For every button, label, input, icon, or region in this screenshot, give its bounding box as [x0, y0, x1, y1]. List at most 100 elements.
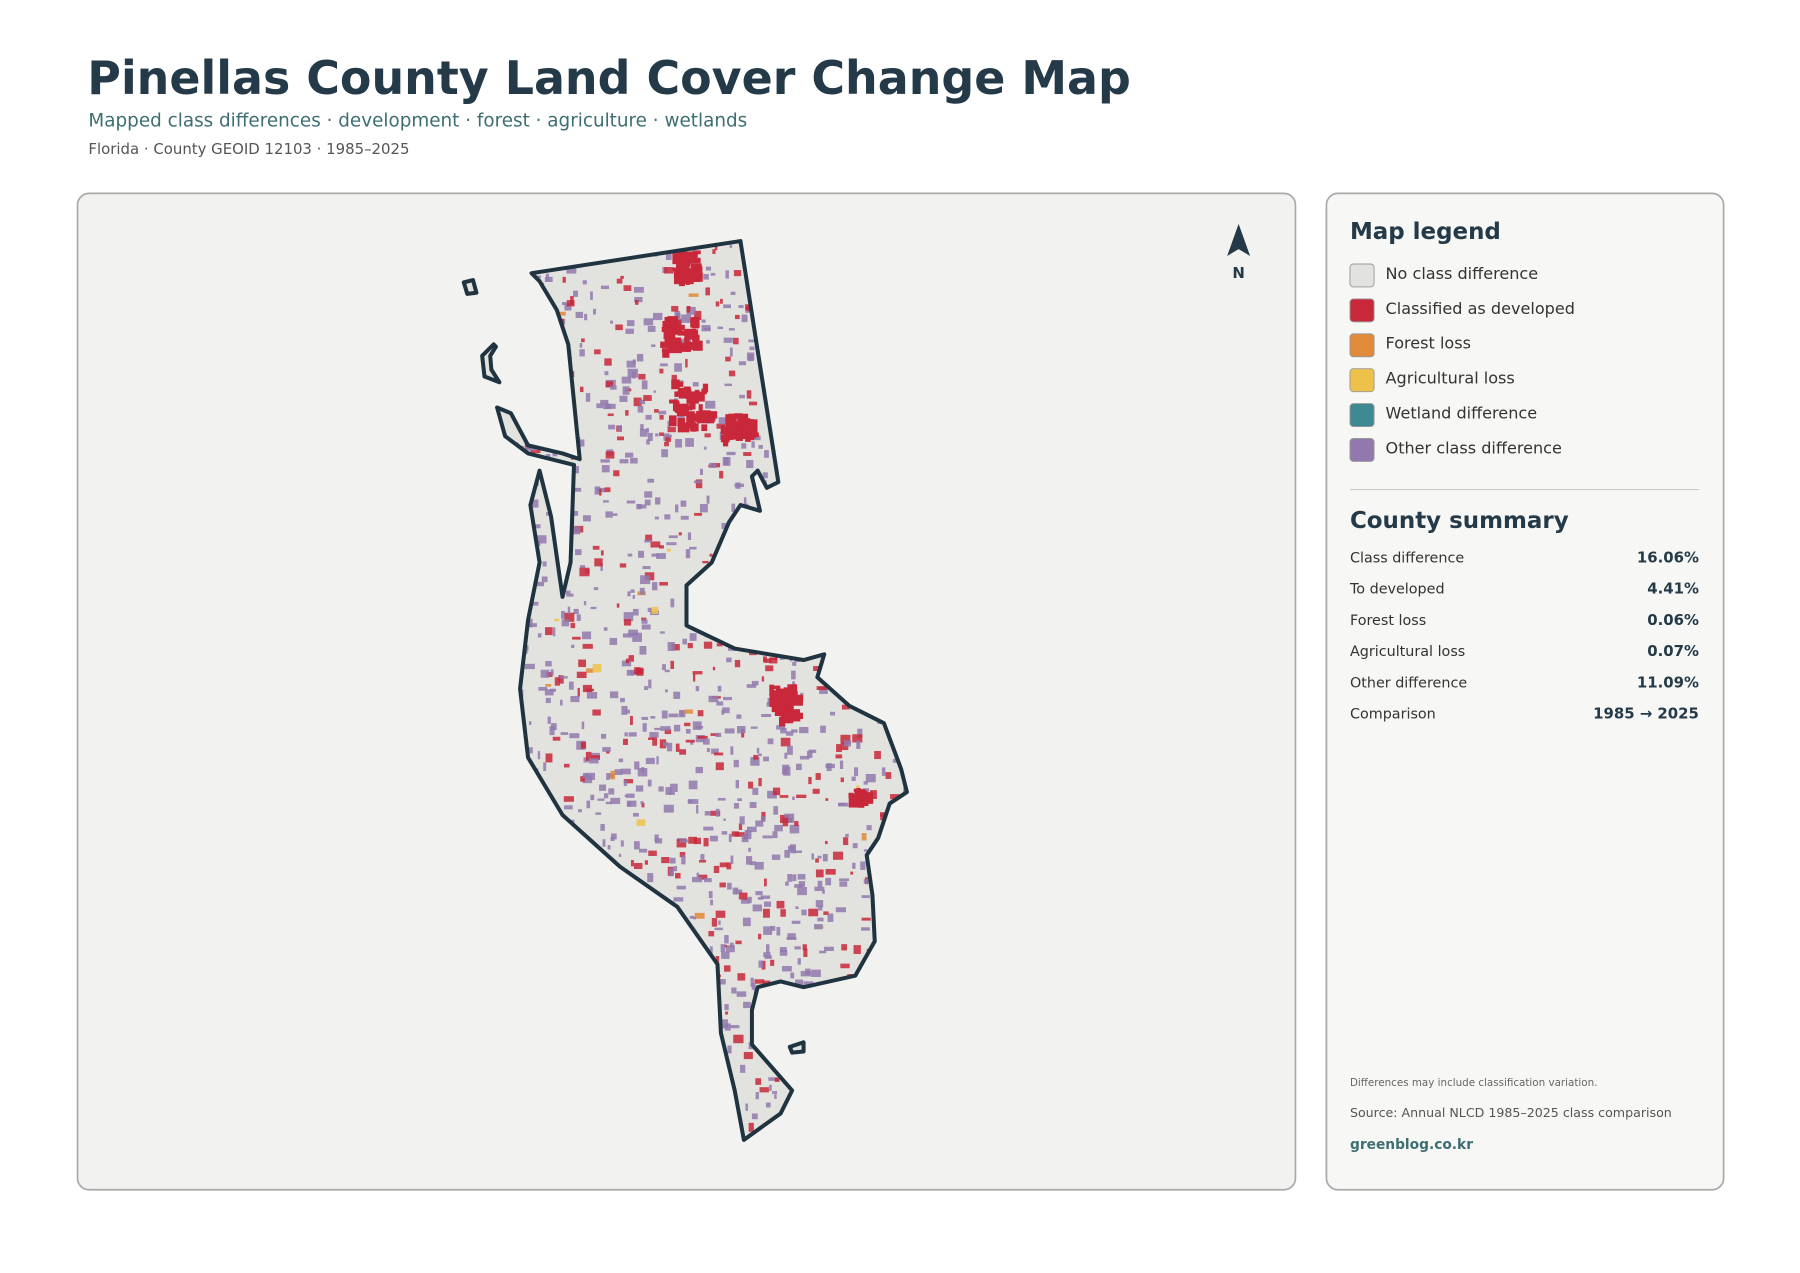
- patch: [786, 937, 797, 940]
- patch: [761, 713, 772, 718]
- patch: [651, 606, 659, 615]
- patch: [590, 291, 593, 300]
- patch: [658, 410, 667, 415]
- patch: [686, 306, 696, 315]
- patch: [590, 606, 597, 610]
- patch: [685, 277, 690, 285]
- patch: [772, 831, 778, 839]
- patch: [822, 890, 825, 894]
- patch: [585, 772, 596, 780]
- patch: [673, 897, 684, 902]
- patch: [580, 741, 587, 749]
- patch: [562, 276, 566, 283]
- patch: [684, 722, 691, 727]
- patch: [742, 917, 751, 927]
- patch: [741, 314, 748, 323]
- patch: [593, 308, 596, 315]
- patch: [787, 873, 793, 882]
- patch: [827, 913, 834, 922]
- patch: [560, 732, 569, 735]
- patch: [642, 723, 647, 732]
- patch: [633, 397, 642, 407]
- patch: [723, 457, 729, 466]
- patch: [850, 871, 854, 875]
- patch: [634, 296, 643, 303]
- patch: [739, 394, 745, 399]
- patch: [652, 737, 658, 746]
- summary-value: 1985 → 2025: [1593, 705, 1699, 723]
- patch: [688, 836, 697, 844]
- patch: [715, 301, 720, 307]
- patch: [751, 441, 755, 448]
- patch: [709, 835, 718, 842]
- patch: [654, 409, 659, 413]
- patch: [728, 328, 735, 331]
- patch: [647, 737, 654, 740]
- patch: [845, 833, 849, 838]
- patch: [801, 909, 807, 916]
- patch: [620, 697, 625, 703]
- legend-swatch: [1349, 333, 1375, 358]
- patch: [840, 734, 851, 744]
- patch: [583, 601, 587, 606]
- patch: [780, 737, 791, 747]
- patch: [640, 575, 651, 585]
- patch: [604, 358, 612, 366]
- patch: [575, 549, 582, 556]
- patch: [577, 687, 580, 697]
- patch: [654, 834, 659, 842]
- patch: [775, 699, 787, 708]
- patch: [752, 787, 759, 795]
- patch: [667, 427, 676, 433]
- patch: [605, 451, 615, 459]
- patch: [543, 762, 547, 772]
- patch: [712, 249, 716, 254]
- patch: [634, 667, 641, 675]
- patch: [697, 735, 708, 739]
- patch: [538, 686, 548, 691]
- patch: [611, 833, 617, 840]
- patch: [689, 400, 696, 410]
- patch: [599, 784, 607, 791]
- patch: [636, 353, 644, 362]
- patch: [561, 610, 565, 619]
- patch: [774, 704, 787, 716]
- patch: [582, 643, 593, 649]
- patch: [679, 324, 685, 331]
- patch: [592, 545, 600, 550]
- patch: [674, 337, 682, 343]
- patch: [625, 658, 630, 664]
- patch: [795, 906, 799, 909]
- patch: [734, 314, 740, 320]
- patch: [676, 328, 683, 335]
- patch: [758, 753, 762, 757]
- patch: [602, 747, 611, 752]
- patch: [659, 432, 664, 436]
- patch: [738, 305, 744, 309]
- patch: [696, 725, 704, 729]
- patch: [748, 1122, 754, 1132]
- patch: [623, 780, 628, 786]
- patch: [528, 721, 532, 726]
- patch: [770, 925, 776, 931]
- patch: [647, 779, 652, 787]
- patch: [683, 343, 691, 350]
- patch: [641, 624, 651, 630]
- patch: [630, 860, 634, 867]
- patch: [723, 304, 731, 309]
- patch: [748, 339, 759, 343]
- patch: [647, 607, 652, 612]
- patch: [731, 503, 736, 512]
- patch: [738, 361, 747, 366]
- patch: [734, 659, 741, 668]
- patch: [534, 524, 541, 529]
- patch: [717, 685, 722, 692]
- patch: [840, 777, 844, 783]
- patch: [632, 595, 635, 599]
- patch: [797, 874, 806, 880]
- summary-value: 0.07%: [1647, 642, 1699, 660]
- patch: [757, 896, 764, 900]
- patch: [700, 468, 703, 475]
- patch: [623, 779, 634, 784]
- patch: [638, 550, 645, 558]
